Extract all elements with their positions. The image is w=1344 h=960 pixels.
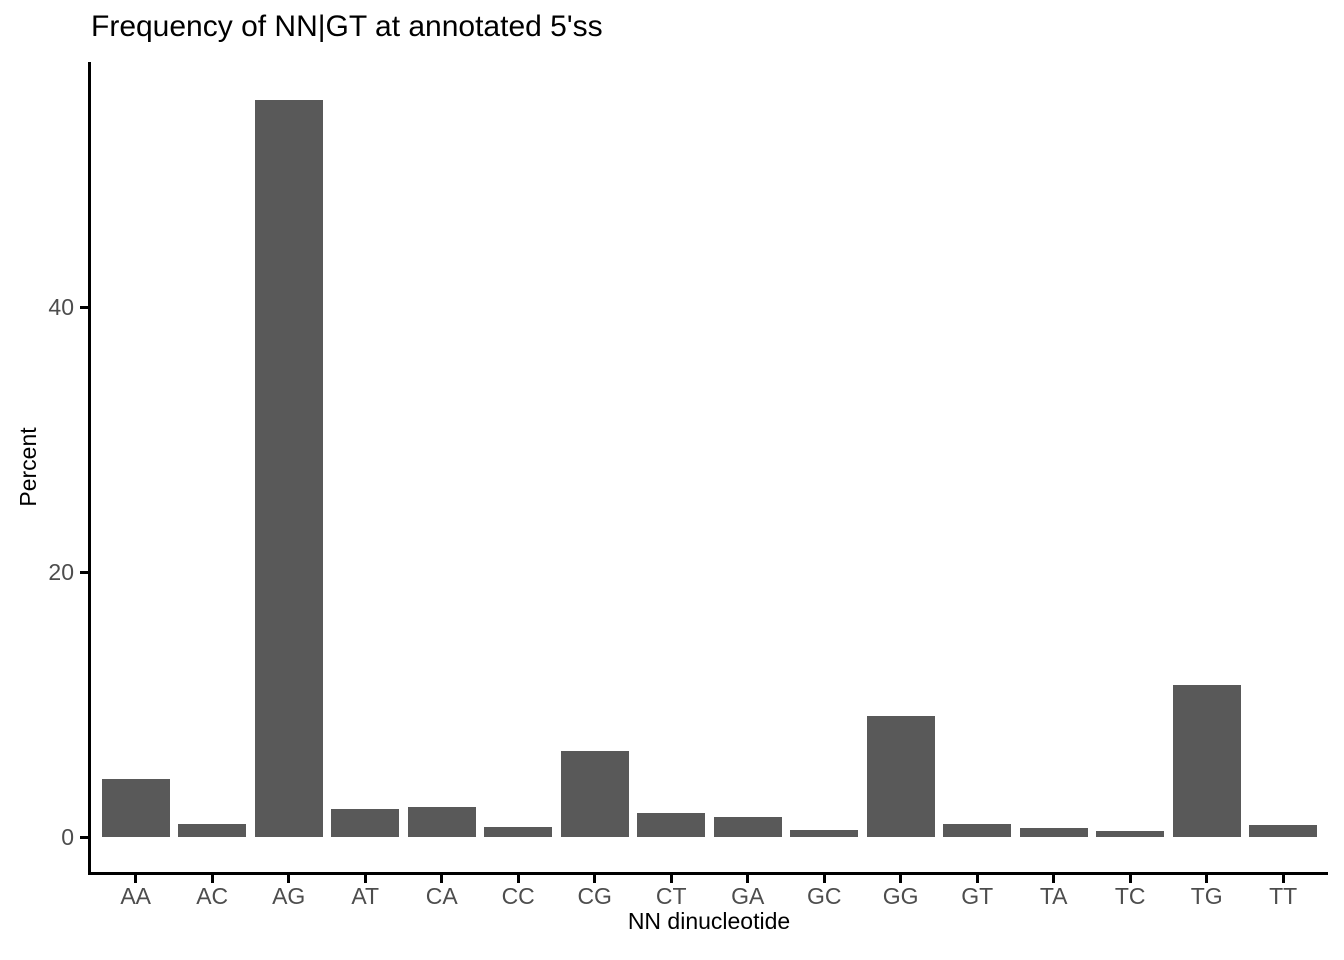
bar-CG [560, 750, 629, 837]
x-tick-label-TT: TT [1269, 883, 1298, 909]
x-tick-mark-GA [746, 875, 750, 883]
x-tick-label-AT: AT [351, 883, 380, 909]
x-tick-label-AG: AG [272, 883, 306, 909]
bar-GT [943, 823, 1012, 837]
x-tick-mark-TA [1052, 875, 1056, 883]
x-tick-mark-TT [1281, 875, 1285, 883]
x-tick-mark-CC [516, 875, 520, 883]
x-tick-label-CG: CG [577, 883, 612, 909]
x-tick-mark-TG [1205, 875, 1209, 883]
x-tick-label-AC: AC [196, 883, 229, 909]
bar-CT [637, 813, 706, 837]
x-tick-label-GC: GC [806, 883, 842, 909]
bar-TA [1019, 828, 1088, 837]
plot-title: Frequency of NN|GT at annotated 5'ss [91, 10, 603, 43]
y-tick-mark-40 [80, 305, 88, 309]
x-tick-mark-AA [134, 875, 138, 883]
bar-GC [790, 830, 859, 837]
bar-AA [101, 778, 170, 837]
x-tick-mark-AT [363, 875, 367, 883]
x-tick-label-AA: AA [120, 883, 152, 909]
y-tick-label-0: 0 [61, 824, 74, 850]
y-tick-label-40: 40 [48, 294, 74, 320]
y-tick-label-20: 20 [48, 559, 74, 585]
x-tick-mark-AG [287, 875, 291, 883]
x-tick-label-CT: CT [655, 883, 687, 909]
x-tick-label-GT: GT [961, 883, 994, 909]
x-tick-mark-AC [210, 875, 214, 883]
bar-AG [254, 100, 323, 837]
bar-CA [407, 806, 476, 837]
x-tick-label-TG: TG [1190, 883, 1223, 909]
bar-TC [1096, 831, 1165, 837]
bar-GA [713, 817, 782, 837]
x-tick-mark-CT [669, 875, 673, 883]
x-tick-mark-CG [593, 875, 597, 883]
y-axis-line [88, 62, 91, 875]
bar-CC [484, 827, 553, 837]
x-tick-mark-GG [899, 875, 903, 883]
x-axis-title: NN dinucleotide [627, 908, 791, 934]
x-axis-line [88, 872, 1328, 875]
bar-TG [1172, 684, 1241, 837]
bar-TT [1249, 825, 1318, 837]
bar-AC [178, 823, 247, 837]
bar-GG [866, 716, 935, 837]
y-tick-mark-0 [80, 835, 88, 839]
x-tick-mark-TC [1128, 875, 1132, 883]
x-tick-label-CA: CA [425, 883, 458, 909]
x-tick-mark-GT [975, 875, 979, 883]
x-tick-label-CC: CC [501, 883, 535, 909]
x-tick-label-TA: TA [1039, 883, 1068, 909]
x-tick-mark-GC [822, 875, 826, 883]
bar-AT [331, 809, 400, 837]
x-tick-label-GA: GA [731, 883, 765, 909]
x-tick-label-TC: TC [1114, 883, 1146, 909]
x-tick-label-GG: GG [882, 883, 919, 909]
x-tick-mark-CA [440, 875, 444, 883]
y-tick-mark-20 [80, 570, 88, 574]
